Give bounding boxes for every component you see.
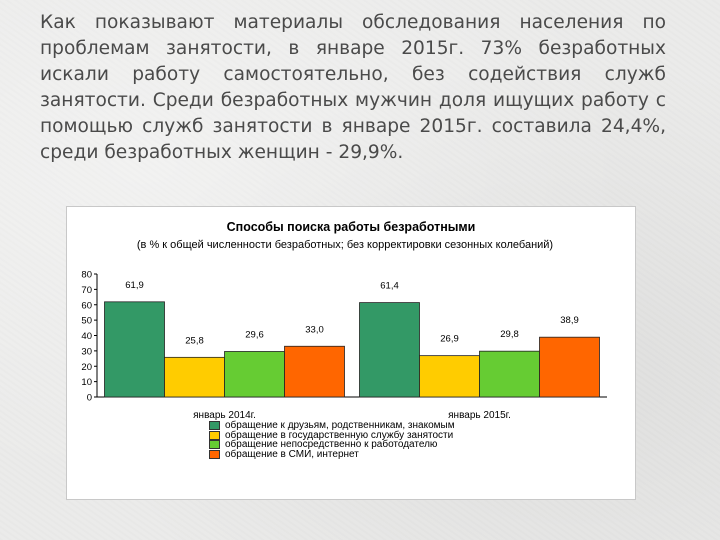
y-tick-label: 10	[81, 377, 92, 388]
legend-swatch	[209, 440, 220, 450]
bar	[224, 351, 285, 398]
legend-swatch	[209, 449, 220, 459]
y-tick-label: 80	[81, 270, 92, 281]
y-tick-label: 50	[81, 316, 92, 327]
data-label: 29,8	[500, 329, 519, 340]
data-label: 61,9	[125, 280, 144, 291]
bar	[104, 301, 165, 398]
x-category-label: январь 2015г.	[448, 410, 511, 421]
y-tick-label: 30	[81, 346, 92, 357]
intro-paragraph: Как показывают материалы обследования на…	[40, 12, 666, 163]
bar	[164, 356, 225, 398]
data-label: 29,6	[245, 329, 264, 340]
y-tick-label: 70	[81, 285, 92, 296]
legend-swatch	[209, 430, 220, 440]
y-tick-label: 60	[81, 300, 92, 311]
bar	[539, 336, 600, 398]
legend-label: обращение к друзьям, родственникам, знак…	[225, 420, 455, 432]
legend-swatch	[209, 421, 220, 431]
legend-item: обращение к друзьям, родственникам, знак…	[209, 420, 455, 432]
data-label: 38,9	[560, 315, 579, 326]
chart-subtitle: (в % к общей численности безработных; бе…	[137, 239, 553, 251]
chart-panel: Способы поиска работы безработными (в % …	[66, 206, 636, 500]
bar	[359, 302, 420, 398]
legend-label: обращение в государственную службу занят…	[225, 429, 454, 441]
y-tick-label: 40	[81, 331, 92, 342]
data-label: 25,8	[185, 335, 204, 346]
x-category-label: январь 2014г.	[193, 410, 256, 421]
data-label: 26,9	[440, 334, 459, 345]
y-tick-label: 20	[81, 362, 92, 373]
chart-legend: обращение к друзьям, родственникам, знак…	[209, 420, 455, 460]
legend-item: обращение в государственную службу занят…	[209, 429, 455, 441]
legend-item: обращение в СМИ, интернет	[209, 448, 455, 460]
bar	[419, 355, 480, 398]
legend-label: обращение в СМИ, интернет	[225, 448, 359, 460]
data-label: 33,0	[305, 324, 324, 335]
bar	[479, 350, 540, 398]
legend-label: обращение непосредственно к работодателю	[225, 439, 438, 451]
y-tick-label: 0	[87, 393, 92, 404]
bar	[284, 345, 345, 398]
data-label: 61,4	[380, 281, 399, 292]
legend-item: обращение непосредственно к работодателю	[209, 439, 455, 451]
chart-title: Способы поиска работы безработными	[227, 220, 476, 234]
bar-chart: Способы поиска работы безработными (в % …	[81, 220, 607, 421]
